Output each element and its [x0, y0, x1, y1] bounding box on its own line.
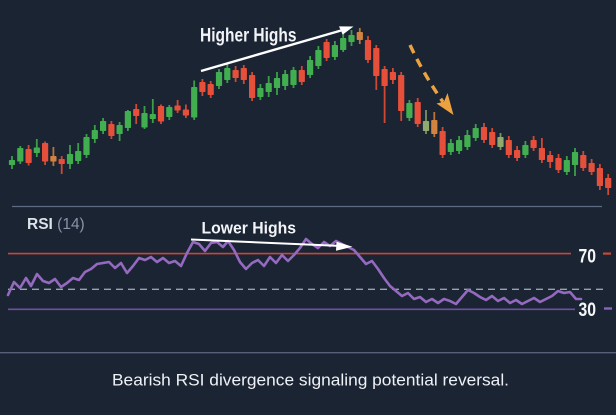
- svg-text:70: 70: [579, 246, 597, 267]
- svg-text:Bearish RSI divergence signali: Bearish RSI divergence signaling potenti…: [112, 371, 509, 390]
- svg-text:Lower Highs: Lower Highs: [202, 220, 297, 238]
- svg-text:30: 30: [579, 300, 597, 321]
- svg-text:RSI (14): RSI (14): [27, 216, 85, 233]
- svg-text:Higher Highs: Higher Highs: [200, 26, 297, 47]
